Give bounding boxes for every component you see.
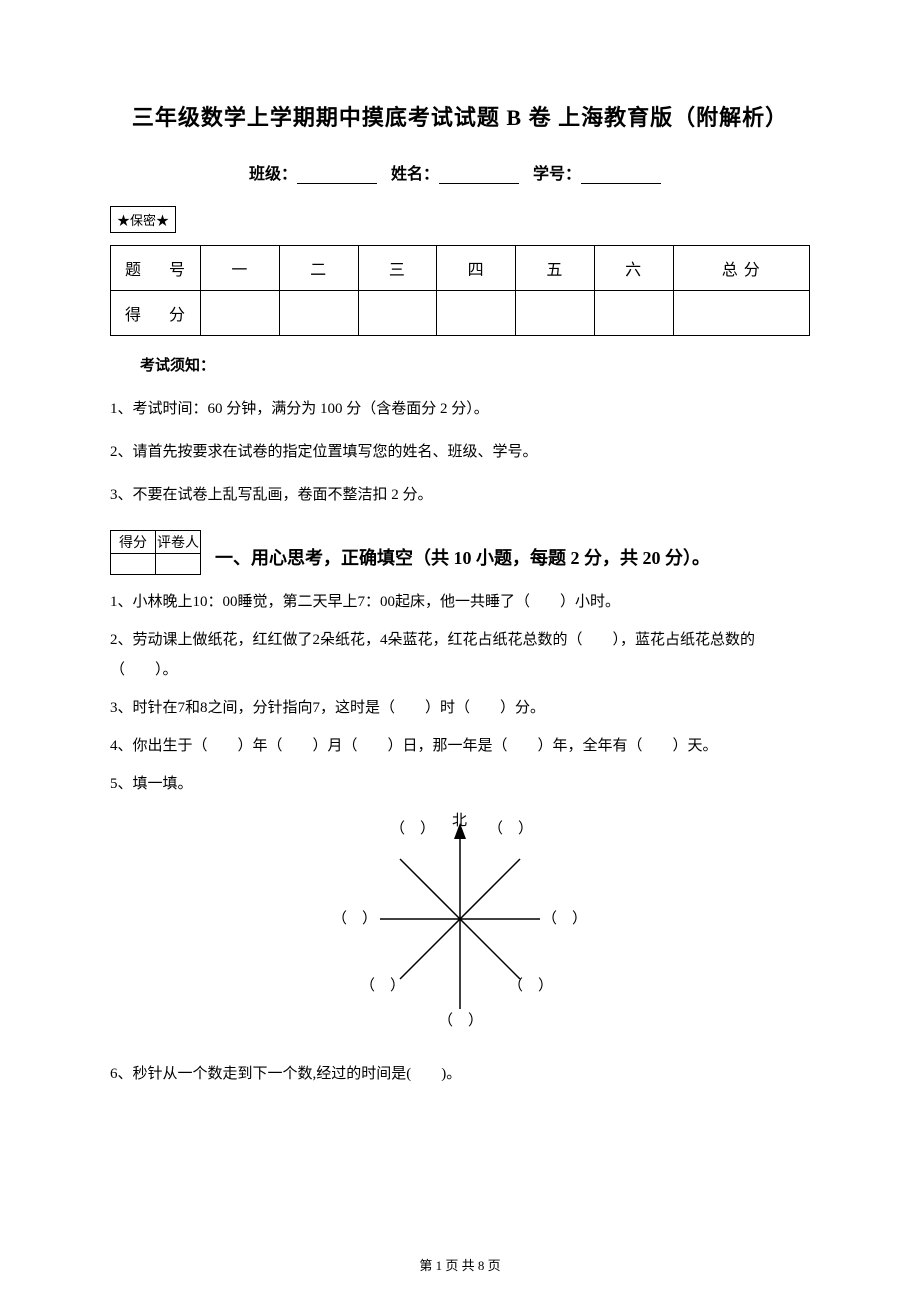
score-value-label: 得 分: [111, 291, 201, 336]
score-col-3: 三: [358, 246, 437, 291]
score-col-total: 总分: [673, 246, 810, 291]
score-header-row: 题 号 一 二 三 四 五 六 总分: [111, 246, 810, 291]
score-col-2: 二: [279, 246, 358, 291]
question-6: 6、秒针从一个数走到下一个数,经过的时间是( )。: [110, 1059, 810, 1089]
instructions-heading: 考试须知：: [110, 354, 810, 375]
score-cell[interactable]: [201, 291, 280, 336]
score-header-label: 题 号: [111, 246, 201, 291]
id-blank[interactable]: [581, 167, 661, 184]
score-col-1: 一: [201, 246, 280, 291]
compass-w: （ ）: [332, 907, 377, 928]
question-1: 1、小林晚上10：00睡觉，第二天早上7：00起床，他一共睡了（ ）小时。: [110, 587, 810, 617]
score-cell[interactable]: [358, 291, 437, 336]
grade-col1: 得分: [111, 531, 156, 554]
question-2: 2、劳动课上做纸花，红红做了2朵纸花，4朵蓝花，红花占纸花总数的（ ），蓝花占纸…: [110, 625, 810, 685]
instruction-item: 3、不要在试卷上乱写乱画，卷面不整洁扣 2 分。: [110, 483, 810, 504]
score-cell[interactable]: [279, 291, 358, 336]
id-label: 学号：: [533, 166, 581, 183]
score-col-6: 六: [594, 246, 673, 291]
grade-col2: 评卷人: [156, 531, 201, 554]
name-label: 姓名：: [391, 166, 439, 183]
class-blank[interactable]: [297, 167, 377, 184]
class-label: 班级：: [249, 166, 297, 183]
exam-title: 三年级数学上学期期中摸底考试试题 B 卷 上海教育版（附解析）: [110, 100, 810, 132]
info-line: 班级： 姓名： 学号：: [110, 160, 810, 184]
section-header-row: 得分 评卷人 一、用心思考，正确填空（共 10 小题，每题 2 分，共 20 分…: [110, 530, 810, 575]
grade-box: 得分 评卷人: [110, 530, 201, 575]
grader-blank[interactable]: [156, 554, 201, 575]
score-col-5: 五: [516, 246, 595, 291]
compass-se: （ ）: [508, 974, 553, 995]
secret-box: ★保密★: [110, 206, 176, 233]
grade-blank[interactable]: [111, 554, 156, 575]
score-table: 题 号 一 二 三 四 五 六 总分 得 分: [110, 245, 810, 336]
page-footer: 第 1 页 共 8 页: [0, 1255, 920, 1274]
compass-ne: （ ）: [488, 817, 533, 838]
score-cell[interactable]: [516, 291, 595, 336]
compass-s: （ ）: [438, 1009, 483, 1030]
score-cell[interactable]: [673, 291, 810, 336]
question-5: 5、填一填。: [110, 769, 810, 799]
instruction-item: 2、请首先按要求在试卷的指定位置填写您的姓名、班级、学号。: [110, 440, 810, 461]
compass-e: （ ）: [542, 907, 587, 928]
section1-title: 一、用心思考，正确填空（共 10 小题，每题 2 分，共 20 分）。: [215, 544, 710, 570]
instruction-item: 1、考试时间：60 分钟，满分为 100 分（含卷面分 2 分）。: [110, 397, 810, 418]
question-3: 3、时针在7和8之间，分针指向7，这时是（ ）时（ ）分。: [110, 693, 810, 723]
compass-n: 北: [452, 809, 467, 830]
question-4: 4、你出生于（ ）年（ ）月（ ）日，那一年是（ ）年，全年有（ ）天。: [110, 731, 810, 761]
score-cell[interactable]: [437, 291, 516, 336]
name-blank[interactable]: [439, 167, 519, 184]
score-col-4: 四: [437, 246, 516, 291]
score-value-row: 得 分: [111, 291, 810, 336]
compass-nw: （ ）: [390, 817, 435, 838]
score-cell[interactable]: [594, 291, 673, 336]
compass-sw: （ ）: [360, 974, 405, 995]
compass-diagram: （ ） 北 （ ） （ ） （ ） （ ） （ ） （ ）: [330, 809, 590, 1029]
